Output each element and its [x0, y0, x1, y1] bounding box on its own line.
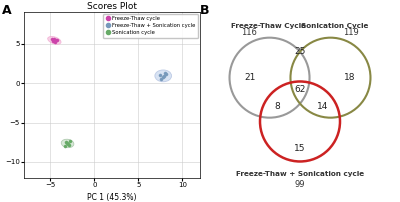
Title: Scores Plot: Scores Plot [87, 2, 137, 11]
Text: A: A [2, 4, 12, 17]
Point [52, 40, 58, 44]
Text: Sonication Cycle: Sonication Cycle [301, 23, 368, 29]
Point [157, 73, 164, 76]
Text: 116: 116 [241, 28, 257, 37]
Point [162, 72, 168, 75]
Point [158, 78, 165, 81]
Text: Freeze-Thaw + Sonication cycle: Freeze-Thaw + Sonication cycle [236, 171, 364, 177]
X-axis label: PC 1 (45.3%): PC 1 (45.3%) [87, 194, 137, 202]
Text: 14: 14 [317, 102, 328, 111]
Point [51, 37, 58, 40]
Point [163, 73, 169, 76]
Point [160, 75, 166, 79]
Point [48, 38, 55, 41]
Text: 119: 119 [343, 28, 359, 37]
Point [63, 140, 69, 143]
Text: 18: 18 [344, 73, 355, 82]
Text: Freeze-Thaw Cycle: Freeze-Thaw Cycle [232, 23, 306, 29]
Text: 8: 8 [274, 102, 280, 111]
Point [53, 39, 59, 42]
Text: 25: 25 [294, 46, 306, 56]
Text: 99: 99 [295, 180, 305, 189]
Text: 21: 21 [245, 73, 256, 82]
Point [66, 139, 73, 142]
Text: 15: 15 [294, 144, 306, 153]
Ellipse shape [155, 70, 172, 82]
Text: B: B [200, 4, 210, 17]
Text: 62: 62 [294, 85, 306, 94]
Legend: Freeze-Thaw cycle, Freeze-Thaw + Sonication cycle, Sonication cycle: Freeze-Thaw cycle, Freeze-Thaw + Sonicat… [104, 14, 198, 38]
Point [50, 40, 57, 43]
Point [62, 144, 68, 148]
Point [64, 141, 70, 144]
Point [66, 144, 72, 147]
Point [161, 74, 167, 78]
Ellipse shape [48, 36, 61, 44]
Ellipse shape [61, 139, 74, 148]
Point [64, 142, 71, 146]
Point [54, 38, 60, 41]
